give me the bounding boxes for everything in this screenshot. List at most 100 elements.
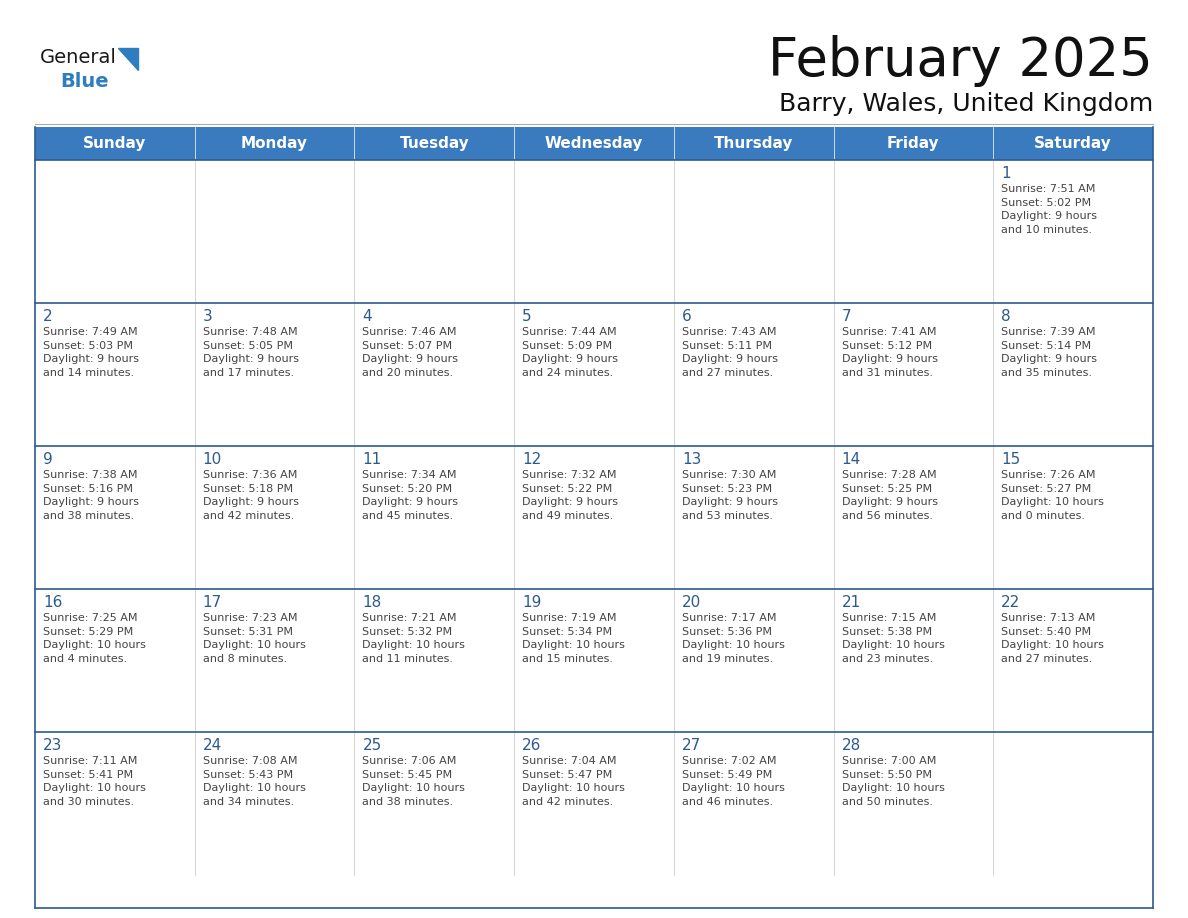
Bar — [834, 160, 993, 303]
Text: Sunrise: 7:08 AM
Sunset: 5:43 PM
Daylight: 10 hours
and 34 minutes.: Sunrise: 7:08 AM Sunset: 5:43 PM Dayligh… — [203, 756, 305, 807]
Text: Wednesday: Wednesday — [545, 136, 643, 151]
Bar — [195, 160, 354, 303]
Text: Sunrise: 7:19 AM
Sunset: 5:34 PM
Daylight: 10 hours
and 15 minutes.: Sunrise: 7:19 AM Sunset: 5:34 PM Dayligh… — [523, 613, 625, 664]
Text: February 2025: February 2025 — [769, 35, 1154, 87]
Text: Sunrise: 7:46 AM
Sunset: 5:07 PM
Daylight: 9 hours
and 20 minutes.: Sunrise: 7:46 AM Sunset: 5:07 PM Dayligh… — [362, 327, 459, 378]
Text: Sunrise: 7:21 AM
Sunset: 5:32 PM
Daylight: 10 hours
and 11 minutes.: Sunrise: 7:21 AM Sunset: 5:32 PM Dayligh… — [362, 613, 466, 664]
Bar — [514, 589, 674, 732]
Text: Sunrise: 7:00 AM
Sunset: 5:50 PM
Daylight: 10 hours
and 50 minutes.: Sunrise: 7:00 AM Sunset: 5:50 PM Dayligh… — [841, 756, 944, 807]
Text: Sunrise: 7:23 AM
Sunset: 5:31 PM
Daylight: 10 hours
and 8 minutes.: Sunrise: 7:23 AM Sunset: 5:31 PM Dayligh… — [203, 613, 305, 664]
Text: 22: 22 — [1001, 595, 1020, 610]
Text: 24: 24 — [203, 738, 222, 753]
Bar — [993, 446, 1154, 589]
Bar — [674, 160, 834, 303]
Bar — [354, 446, 514, 589]
Text: 6: 6 — [682, 309, 691, 324]
Text: Friday: Friday — [887, 136, 940, 151]
Bar — [34, 160, 195, 303]
Text: 13: 13 — [682, 452, 701, 467]
Text: Sunday: Sunday — [83, 136, 146, 151]
Text: Saturday: Saturday — [1035, 136, 1112, 151]
Text: Sunrise: 7:39 AM
Sunset: 5:14 PM
Daylight: 9 hours
and 35 minutes.: Sunrise: 7:39 AM Sunset: 5:14 PM Dayligh… — [1001, 327, 1098, 378]
Text: 15: 15 — [1001, 452, 1020, 467]
Text: Sunrise: 7:51 AM
Sunset: 5:02 PM
Daylight: 9 hours
and 10 minutes.: Sunrise: 7:51 AM Sunset: 5:02 PM Dayligh… — [1001, 184, 1098, 235]
Bar — [195, 589, 354, 732]
Bar — [34, 589, 195, 732]
Text: Sunrise: 7:11 AM
Sunset: 5:41 PM
Daylight: 10 hours
and 30 minutes.: Sunrise: 7:11 AM Sunset: 5:41 PM Dayligh… — [43, 756, 146, 807]
Text: Sunrise: 7:15 AM
Sunset: 5:38 PM
Daylight: 10 hours
and 23 minutes.: Sunrise: 7:15 AM Sunset: 5:38 PM Dayligh… — [841, 613, 944, 664]
Text: Sunrise: 7:43 AM
Sunset: 5:11 PM
Daylight: 9 hours
and 27 minutes.: Sunrise: 7:43 AM Sunset: 5:11 PM Dayligh… — [682, 327, 778, 378]
Bar — [34, 446, 195, 589]
Bar — [674, 446, 834, 589]
Text: 4: 4 — [362, 309, 372, 324]
Bar — [354, 732, 514, 875]
Text: 1: 1 — [1001, 166, 1011, 181]
Text: Sunrise: 7:06 AM
Sunset: 5:45 PM
Daylight: 10 hours
and 38 minutes.: Sunrise: 7:06 AM Sunset: 5:45 PM Dayligh… — [362, 756, 466, 807]
Text: Sunrise: 7:32 AM
Sunset: 5:22 PM
Daylight: 9 hours
and 49 minutes.: Sunrise: 7:32 AM Sunset: 5:22 PM Dayligh… — [523, 470, 618, 521]
Text: 5: 5 — [523, 309, 532, 324]
Text: Tuesday: Tuesday — [399, 136, 469, 151]
Bar — [514, 303, 674, 446]
Bar — [34, 732, 195, 875]
Text: Blue: Blue — [61, 72, 108, 91]
Text: 9: 9 — [43, 452, 52, 467]
Bar — [34, 303, 195, 446]
Bar — [514, 446, 674, 589]
Text: 18: 18 — [362, 595, 381, 610]
Text: General: General — [40, 48, 116, 67]
Text: Sunrise: 7:13 AM
Sunset: 5:40 PM
Daylight: 10 hours
and 27 minutes.: Sunrise: 7:13 AM Sunset: 5:40 PM Dayligh… — [1001, 613, 1104, 664]
Text: Sunrise: 7:25 AM
Sunset: 5:29 PM
Daylight: 10 hours
and 4 minutes.: Sunrise: 7:25 AM Sunset: 5:29 PM Dayligh… — [43, 613, 146, 664]
Bar — [354, 160, 514, 303]
Bar — [354, 589, 514, 732]
Text: 20: 20 — [682, 595, 701, 610]
Text: Sunrise: 7:17 AM
Sunset: 5:36 PM
Daylight: 10 hours
and 19 minutes.: Sunrise: 7:17 AM Sunset: 5:36 PM Dayligh… — [682, 613, 785, 664]
Text: Barry, Wales, United Kingdom: Barry, Wales, United Kingdom — [779, 92, 1154, 116]
Text: 17: 17 — [203, 595, 222, 610]
Text: 26: 26 — [523, 738, 542, 753]
Bar — [834, 446, 993, 589]
Text: 28: 28 — [841, 738, 861, 753]
Bar — [195, 732, 354, 875]
Text: 10: 10 — [203, 452, 222, 467]
Bar — [674, 732, 834, 875]
Text: 11: 11 — [362, 452, 381, 467]
Bar — [34, 127, 1154, 160]
Polygon shape — [118, 48, 138, 70]
Text: 21: 21 — [841, 595, 861, 610]
Bar — [993, 303, 1154, 446]
Text: Sunrise: 7:30 AM
Sunset: 5:23 PM
Daylight: 9 hours
and 53 minutes.: Sunrise: 7:30 AM Sunset: 5:23 PM Dayligh… — [682, 470, 778, 521]
Bar — [195, 446, 354, 589]
Text: Sunrise: 7:26 AM
Sunset: 5:27 PM
Daylight: 10 hours
and 0 minutes.: Sunrise: 7:26 AM Sunset: 5:27 PM Dayligh… — [1001, 470, 1104, 521]
Bar — [195, 303, 354, 446]
Text: Sunrise: 7:49 AM
Sunset: 5:03 PM
Daylight: 9 hours
and 14 minutes.: Sunrise: 7:49 AM Sunset: 5:03 PM Dayligh… — [43, 327, 139, 378]
Bar — [834, 303, 993, 446]
Text: 14: 14 — [841, 452, 861, 467]
Text: 2: 2 — [43, 309, 52, 324]
Bar — [834, 732, 993, 875]
Text: Sunrise: 7:48 AM
Sunset: 5:05 PM
Daylight: 9 hours
and 17 minutes.: Sunrise: 7:48 AM Sunset: 5:05 PM Dayligh… — [203, 327, 298, 378]
Bar — [993, 589, 1154, 732]
Bar — [993, 160, 1154, 303]
Bar — [514, 732, 674, 875]
Text: 19: 19 — [523, 595, 542, 610]
Text: Sunrise: 7:41 AM
Sunset: 5:12 PM
Daylight: 9 hours
and 31 minutes.: Sunrise: 7:41 AM Sunset: 5:12 PM Dayligh… — [841, 327, 937, 378]
Text: 25: 25 — [362, 738, 381, 753]
Text: Sunrise: 7:36 AM
Sunset: 5:18 PM
Daylight: 9 hours
and 42 minutes.: Sunrise: 7:36 AM Sunset: 5:18 PM Dayligh… — [203, 470, 298, 521]
Bar — [674, 589, 834, 732]
Text: Sunrise: 7:44 AM
Sunset: 5:09 PM
Daylight: 9 hours
and 24 minutes.: Sunrise: 7:44 AM Sunset: 5:09 PM Dayligh… — [523, 327, 618, 378]
Bar — [354, 303, 514, 446]
Text: Monday: Monday — [241, 136, 308, 151]
Text: 27: 27 — [682, 738, 701, 753]
Text: 3: 3 — [203, 309, 213, 324]
Text: 8: 8 — [1001, 309, 1011, 324]
Bar — [514, 160, 674, 303]
Text: Sunrise: 7:04 AM
Sunset: 5:47 PM
Daylight: 10 hours
and 42 minutes.: Sunrise: 7:04 AM Sunset: 5:47 PM Dayligh… — [523, 756, 625, 807]
Text: Sunrise: 7:02 AM
Sunset: 5:49 PM
Daylight: 10 hours
and 46 minutes.: Sunrise: 7:02 AM Sunset: 5:49 PM Dayligh… — [682, 756, 785, 807]
Text: 23: 23 — [43, 738, 63, 753]
Text: 16: 16 — [43, 595, 63, 610]
Text: 12: 12 — [523, 452, 542, 467]
Text: Sunrise: 7:34 AM
Sunset: 5:20 PM
Daylight: 9 hours
and 45 minutes.: Sunrise: 7:34 AM Sunset: 5:20 PM Dayligh… — [362, 470, 459, 521]
Bar — [993, 732, 1154, 875]
Text: 7: 7 — [841, 309, 851, 324]
Bar — [834, 589, 993, 732]
